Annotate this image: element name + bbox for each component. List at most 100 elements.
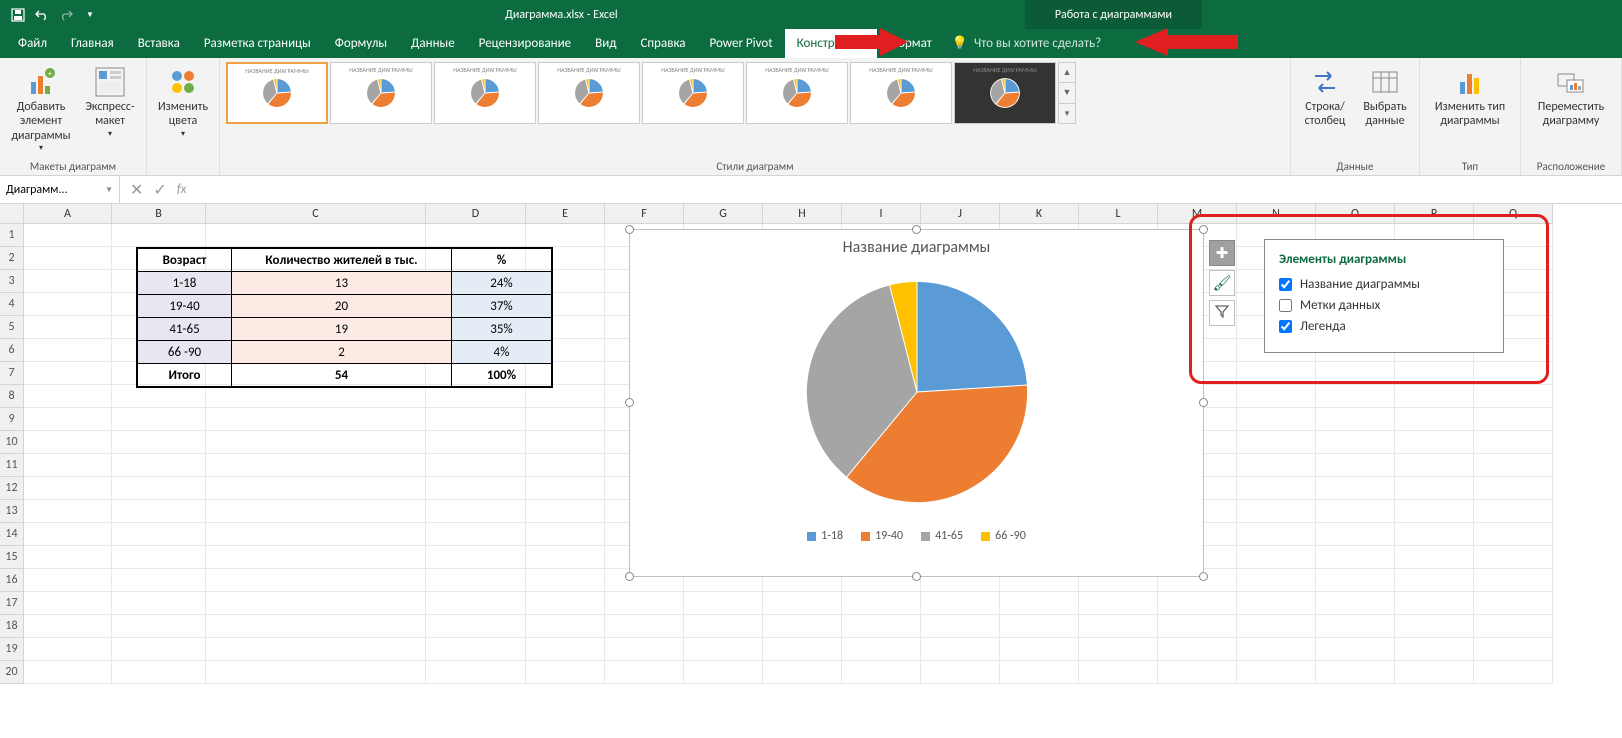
col-header-G[interactable]: G: [684, 204, 763, 224]
row-header-15[interactable]: 15: [0, 546, 24, 569]
col-header-Q[interactable]: Q: [1474, 204, 1553, 224]
cell[interactable]: [1474, 592, 1553, 615]
cell[interactable]: [426, 500, 526, 523]
cell[interactable]: [1395, 592, 1474, 615]
cell[interactable]: [1237, 615, 1316, 638]
cell[interactable]: [1316, 546, 1395, 569]
cell[interactable]: [24, 224, 112, 247]
row-header-17[interactable]: 17: [0, 592, 24, 615]
cell[interactable]: [1158, 661, 1237, 684]
cell[interactable]: [1474, 477, 1553, 500]
row-header-8[interactable]: 8: [0, 385, 24, 408]
cell[interactable]: [1079, 638, 1158, 661]
cell[interactable]: [1474, 408, 1553, 431]
col-header-I[interactable]: I: [842, 204, 921, 224]
legend-item[interactable]: 41-65: [921, 529, 963, 543]
col-header-D[interactable]: D: [426, 204, 526, 224]
cell[interactable]: [1316, 408, 1395, 431]
cell[interactable]: [206, 638, 426, 661]
chart-element-checkbox[interactable]: Название диаграммы: [1279, 277, 1489, 292]
cell[interactable]: [1395, 431, 1474, 454]
cell[interactable]: [24, 293, 112, 316]
cell[interactable]: [24, 592, 112, 615]
cell[interactable]: [1395, 454, 1474, 477]
chart-style-6[interactable]: НАЗВАНИЕ ДИАГРАММЫ: [746, 62, 848, 124]
table-cell[interactable]: 41-65: [138, 318, 232, 341]
chart-elements-button[interactable]: ✚: [1209, 240, 1235, 266]
cell[interactable]: [921, 638, 1000, 661]
row-header-16[interactable]: 16: [0, 569, 24, 592]
cell[interactable]: [24, 477, 112, 500]
cell[interactable]: [1000, 638, 1079, 661]
cell[interactable]: [1316, 385, 1395, 408]
cell[interactable]: [112, 638, 206, 661]
row-header-11[interactable]: 11: [0, 454, 24, 477]
cell[interactable]: [206, 408, 426, 431]
cell[interactable]: [1237, 385, 1316, 408]
cell[interactable]: [684, 661, 763, 684]
move-chart-button[interactable]: Переместить диаграмму: [1527, 62, 1615, 133]
cell[interactable]: [526, 408, 605, 431]
cell[interactable]: [1237, 546, 1316, 569]
cell[interactable]: [426, 592, 526, 615]
cell[interactable]: [1079, 661, 1158, 684]
cell[interactable]: [1395, 477, 1474, 500]
row-header-7[interactable]: 7: [0, 362, 24, 385]
qat-dropdown-icon[interactable]: ▼: [82, 7, 98, 23]
chart-title[interactable]: Название диаграммы: [630, 230, 1203, 257]
col-header-B[interactable]: B: [112, 204, 206, 224]
tab-page-layout[interactable]: Разметка страницы: [192, 29, 323, 58]
legend-item[interactable]: 66 -90: [981, 529, 1026, 543]
cell[interactable]: [426, 224, 526, 247]
cell[interactable]: [24, 661, 112, 684]
table-cell[interactable]: 19: [232, 318, 452, 341]
cell[interactable]: [112, 431, 206, 454]
cell[interactable]: [1395, 500, 1474, 523]
name-box[interactable]: Диаграмм... ▼: [0, 176, 120, 203]
cell[interactable]: [921, 615, 1000, 638]
cancel-icon[interactable]: ✕: [130, 180, 143, 200]
chart-style-7[interactable]: НАЗВАНИЕ ДИАГРАММЫ: [850, 62, 952, 124]
cell[interactable]: [112, 661, 206, 684]
cell[interactable]: [1474, 523, 1553, 546]
cell[interactable]: [1316, 362, 1395, 385]
cell[interactable]: [1395, 546, 1474, 569]
cell[interactable]: [24, 546, 112, 569]
cell[interactable]: [1000, 592, 1079, 615]
worksheet-grid[interactable]: ABCDEFGHIJKLMNOPQ 1234567891011121314151…: [0, 204, 1622, 738]
formula-input[interactable]: [196, 182, 1622, 197]
cell[interactable]: [1237, 592, 1316, 615]
switch-row-col-button[interactable]: Строка/столбец: [1297, 62, 1353, 133]
cell[interactable]: [1158, 638, 1237, 661]
tab-chart-format[interactable]: Формат: [877, 29, 944, 58]
cell[interactable]: [763, 638, 842, 661]
cell[interactable]: [426, 477, 526, 500]
cell[interactable]: [426, 408, 526, 431]
cell[interactable]: [1395, 362, 1474, 385]
select-data-button[interactable]: Выбрать данные: [1357, 62, 1413, 133]
cell[interactable]: [1237, 431, 1316, 454]
cell[interactable]: [526, 431, 605, 454]
cell[interactable]: [206, 500, 426, 523]
cell[interactable]: [526, 569, 605, 592]
cell[interactable]: [763, 592, 842, 615]
cell[interactable]: [526, 592, 605, 615]
pie-chart[interactable]: [630, 267, 1203, 517]
cell[interactable]: [1000, 615, 1079, 638]
cell[interactable]: [1316, 661, 1395, 684]
cell[interactable]: [426, 523, 526, 546]
cell[interactable]: [1079, 592, 1158, 615]
cell[interactable]: [1316, 523, 1395, 546]
tab-data[interactable]: Данные: [399, 29, 467, 58]
chart-style-3[interactable]: НАЗВАНИЕ ДИАГРАММЫ: [434, 62, 536, 124]
cell[interactable]: [1395, 408, 1474, 431]
col-header-C[interactable]: C: [206, 204, 426, 224]
cell[interactable]: [842, 661, 921, 684]
cell[interactable]: [921, 661, 1000, 684]
cell[interactable]: [1316, 500, 1395, 523]
cell[interactable]: [1237, 500, 1316, 523]
cell[interactable]: [112, 385, 206, 408]
cell[interactable]: [1474, 615, 1553, 638]
tab-view[interactable]: Вид: [583, 29, 628, 58]
col-header-H[interactable]: H: [763, 204, 842, 224]
